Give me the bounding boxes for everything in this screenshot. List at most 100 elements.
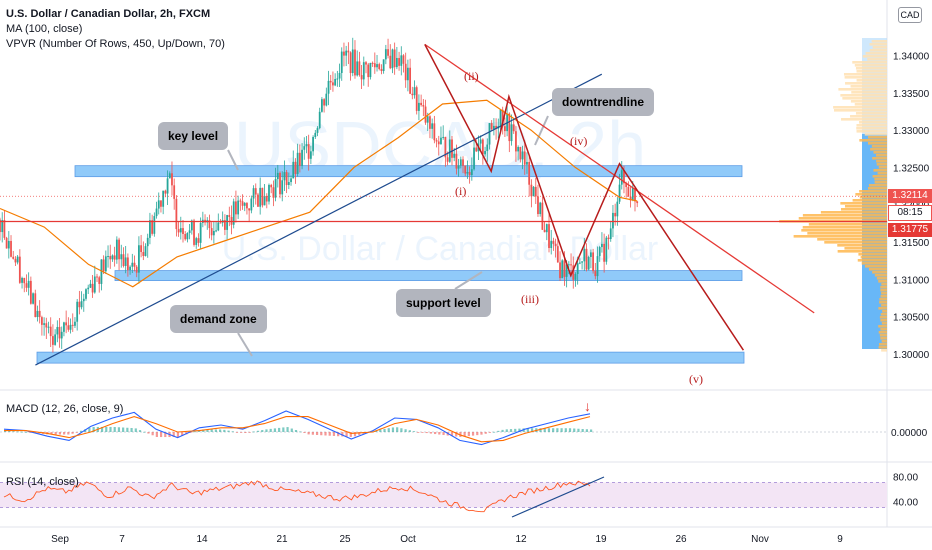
volume-bar <box>856 124 887 127</box>
rsi-legend: RSI (14, close) <box>6 476 79 488</box>
candle-body <box>429 116 431 129</box>
candle-body <box>21 277 23 283</box>
volume-bar <box>837 244 887 247</box>
candle-body <box>440 137 442 145</box>
macd-histogram-bar <box>315 432 319 435</box>
candle-body <box>426 116 429 123</box>
candle-body <box>122 254 125 266</box>
volume-bar <box>856 79 887 82</box>
candle-body <box>603 243 606 262</box>
volume-bar <box>820 211 887 214</box>
candle-body <box>43 323 45 325</box>
candle-body <box>338 72 341 79</box>
candle-body <box>14 258 17 263</box>
volume-bar <box>864 265 887 268</box>
currency-button[interactable]: CAD <box>898 7 922 23</box>
volume-bar <box>838 88 887 91</box>
volume-bar <box>857 259 887 262</box>
candle-body <box>217 222 220 231</box>
candle-body <box>517 147 520 152</box>
candle-body <box>140 245 143 253</box>
macd-histogram-bar <box>79 430 83 432</box>
candle-body <box>212 230 215 236</box>
candle-body <box>146 237 149 247</box>
candle-body <box>612 212 614 229</box>
volume-bar <box>872 175 887 178</box>
macd-histogram-bar <box>159 432 163 438</box>
time-tick-label: 25 <box>339 534 351 545</box>
arrow-down-icon: ↓ <box>584 398 591 414</box>
macd-histogram-bar <box>223 429 226 432</box>
candle-body <box>356 61 359 76</box>
candle-body <box>596 256 599 277</box>
macd-line <box>3 410 591 446</box>
candle-body <box>559 262 561 279</box>
macd-histogram-bar <box>391 427 395 432</box>
volume-bar <box>856 130 887 133</box>
candle-body <box>343 51 345 56</box>
candle-body <box>58 326 61 339</box>
candle-body <box>175 198 178 230</box>
volume-bar <box>824 241 887 244</box>
candle-body <box>318 111 321 129</box>
candle-body <box>393 49 396 68</box>
candle-body <box>305 144 308 147</box>
wave-label-iv: (iv) <box>570 134 588 148</box>
candle-body <box>153 216 156 234</box>
candle-body <box>93 276 96 293</box>
volume-bar <box>858 253 887 256</box>
candle-body <box>457 165 460 169</box>
candle-body <box>29 280 32 304</box>
volume-bar <box>874 181 887 184</box>
candle-body <box>235 201 237 215</box>
candle-body <box>16 256 19 263</box>
volume-bar <box>878 280 887 283</box>
macd-histogram-bar <box>181 432 184 436</box>
macd-histogram-bar <box>88 427 91 432</box>
candle-body <box>382 59 385 72</box>
macd-histogram-bar <box>341 432 344 437</box>
macd-histogram-bar <box>252 431 255 433</box>
candle-body <box>193 220 195 245</box>
price-tick-label: 1.33500 <box>893 89 930 100</box>
volume-bar <box>870 148 887 151</box>
candles <box>0 37 639 353</box>
candle-body <box>129 266 131 271</box>
volume-bar <box>817 238 887 241</box>
macd-histogram-bar <box>543 428 546 432</box>
macd-histogram-bar <box>269 428 272 432</box>
candle-body <box>565 264 568 277</box>
candle-body <box>7 240 10 249</box>
volume-bar <box>837 250 887 253</box>
candle-body <box>468 172 471 176</box>
macd-histogram-bar <box>151 432 154 436</box>
volume-bar <box>873 151 887 154</box>
candle-body <box>448 139 451 162</box>
candle-body <box>395 57 398 68</box>
candle-body <box>409 67 412 94</box>
candle-body <box>561 260 564 279</box>
candle-body <box>532 186 535 197</box>
candle-body <box>248 208 251 211</box>
volume-bar <box>859 121 887 124</box>
candle-body <box>265 195 268 202</box>
macd-tick-label: 0.00000 <box>891 428 928 439</box>
candle-body <box>455 153 458 169</box>
candle-body <box>124 257 127 266</box>
macd-histogram-bar <box>54 432 57 435</box>
macd-histogram-bar <box>219 429 222 432</box>
macd-histogram-bar <box>568 428 572 432</box>
candle-body <box>534 186 537 197</box>
volume-bar <box>879 298 887 301</box>
volume-bar <box>860 256 887 259</box>
candle-body <box>223 220 226 230</box>
candle-body <box>133 262 136 267</box>
time-tick-label: 19 <box>595 534 607 545</box>
macd-histogram-bar <box>244 432 247 433</box>
macd-histogram-bar <box>164 432 167 438</box>
candle-body <box>184 234 187 240</box>
candle-body <box>263 195 266 206</box>
candle-body <box>219 222 222 224</box>
volume-bar <box>793 235 887 238</box>
key-level-callout: key level <box>158 122 229 150</box>
